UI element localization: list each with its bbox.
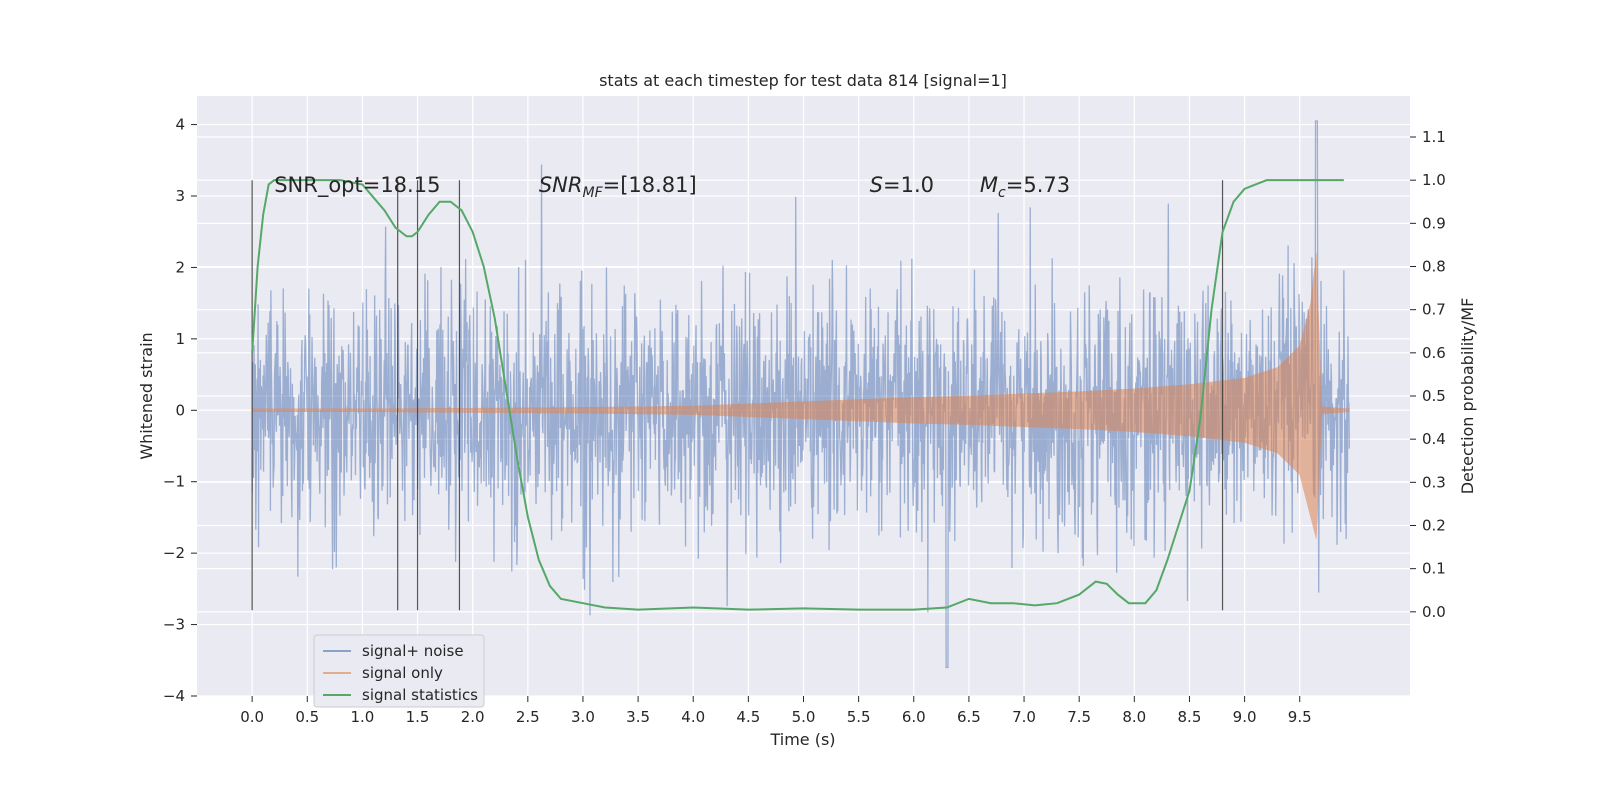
series-signal-statistics [251,179,1344,611]
right-y-axis-ticks: 0.0 0.1 0.2 0.3 0.4 0.5 0.6 0.7 0.8 0.9 1.0 1.1 [1410,128,1446,621]
x-tick-label: 5.5 [847,708,871,726]
right-y-tick-label: 0.8 [1422,258,1446,276]
x-tick-label: 0.5 [295,708,319,726]
right-y-tick-label: 0.1 [1422,560,1446,578]
legend-box [313,634,485,708]
x-tick-label: 8.5 [1178,708,1202,726]
right-y-tick-label: 0.6 [1422,344,1446,362]
legend-label: signal+ noise [362,642,464,660]
annotation-s-val: S=1.0 [870,173,934,197]
annotation-subscript: MF [582,185,603,201]
annotation-symbol: M [980,173,998,197]
x-axis-label: Time (s) [769,730,835,749]
annotation-symbol: SNR [539,173,583,197]
right-y-tick-label: 0.3 [1422,473,1446,491]
x-tick-label: 7.0 [1012,708,1036,726]
vertical-markers [251,180,1224,611]
right-y-tick-label: 0.2 [1422,516,1446,534]
left-y-tick-label: 1 [175,330,185,348]
left-y-tick-label: −2 [163,544,185,562]
series-signal-only [251,253,1350,539]
signal-statistics-line [251,179,1344,611]
annotation-value: =[18.81] [603,173,697,197]
x-tick-label: 4.0 [681,708,705,726]
x-tick-label: 4.5 [736,708,760,726]
right-y-tick-label: 0.0 [1422,603,1446,621]
x-tick-label: 2.0 [461,708,485,726]
right-y-tick-label: 0.9 [1422,214,1446,232]
left-y-tick-label: −3 [163,616,185,634]
x-tick-label: 6.5 [957,708,981,726]
x-axis-ticks: 0.0 0.5 1.0 1.5 2.0 2.5 3.0 3.5 4.0 4.5 5.0 5.5 6.0 6… [240,696,1312,726]
annotation-mc-val: Mc=5.73 [980,173,1070,201]
annotation-symbol: S [870,173,883,197]
x-tick-label: 1.5 [406,708,430,726]
chart-title: stats at each timestep for test data 814… [599,71,1007,90]
x-tick-label: 0.0 [240,708,264,726]
left-y-tick-label: 2 [175,258,185,276]
annotation-value: =1.0 [883,173,934,197]
x-tick-label: 7.5 [1067,708,1091,726]
right-y-tick-label: 0.7 [1422,301,1446,319]
legend-label: signal only [362,664,443,682]
right-y-tick-label: 1.0 [1422,171,1446,189]
annotation-snr-opt: SNR_opt=18.15 [274,173,440,198]
left-y-tick-label: 3 [175,187,185,205]
x-tick-label: 3.5 [626,708,650,726]
legend-label: signal statistics [362,686,478,704]
right-y-tick-label: 0.4 [1422,430,1446,448]
left-y-tick-label: −1 [163,473,185,491]
x-tick-label: 9.5 [1288,708,1312,726]
x-tick-label: 2.5 [516,708,540,726]
left-y-axis-label: Whitened strain [137,332,156,459]
annotation-value: =5.73 [1006,173,1070,197]
x-tick-label: 8.0 [1122,708,1146,726]
left-y-tick-label: −4 [163,687,185,705]
x-tick-label: 3.0 [571,708,595,726]
right-y-axis-label: Detection probability/MF [1458,298,1477,495]
signal-only-envelope [251,253,1350,539]
x-tick-label: 1.0 [350,708,374,726]
legend: signal+ noise signal only signal statistic… [313,634,485,708]
left-y-tick-label: 0 [175,401,185,419]
annotation-subscript: c [998,185,1006,201]
right-y-tick-label: 1.1 [1422,128,1446,146]
x-tick-label: 6.0 [902,708,926,726]
left-y-tick-label: 4 [175,116,185,134]
annotations: SNR_opt=18.15 SNRMF=[18.81] S=1.0 Mc=5.73 [274,173,1070,201]
x-tick-label: 9.0 [1233,708,1257,726]
annotation-snr-mf: SNRMF=[18.81] [539,173,697,201]
left-y-axis-ticks: −4 −3 −2 −1 0 1 2 3 4 [163,116,197,705]
x-tick-label: 5.0 [792,708,816,726]
right-y-tick-label: 0.5 [1422,387,1446,405]
